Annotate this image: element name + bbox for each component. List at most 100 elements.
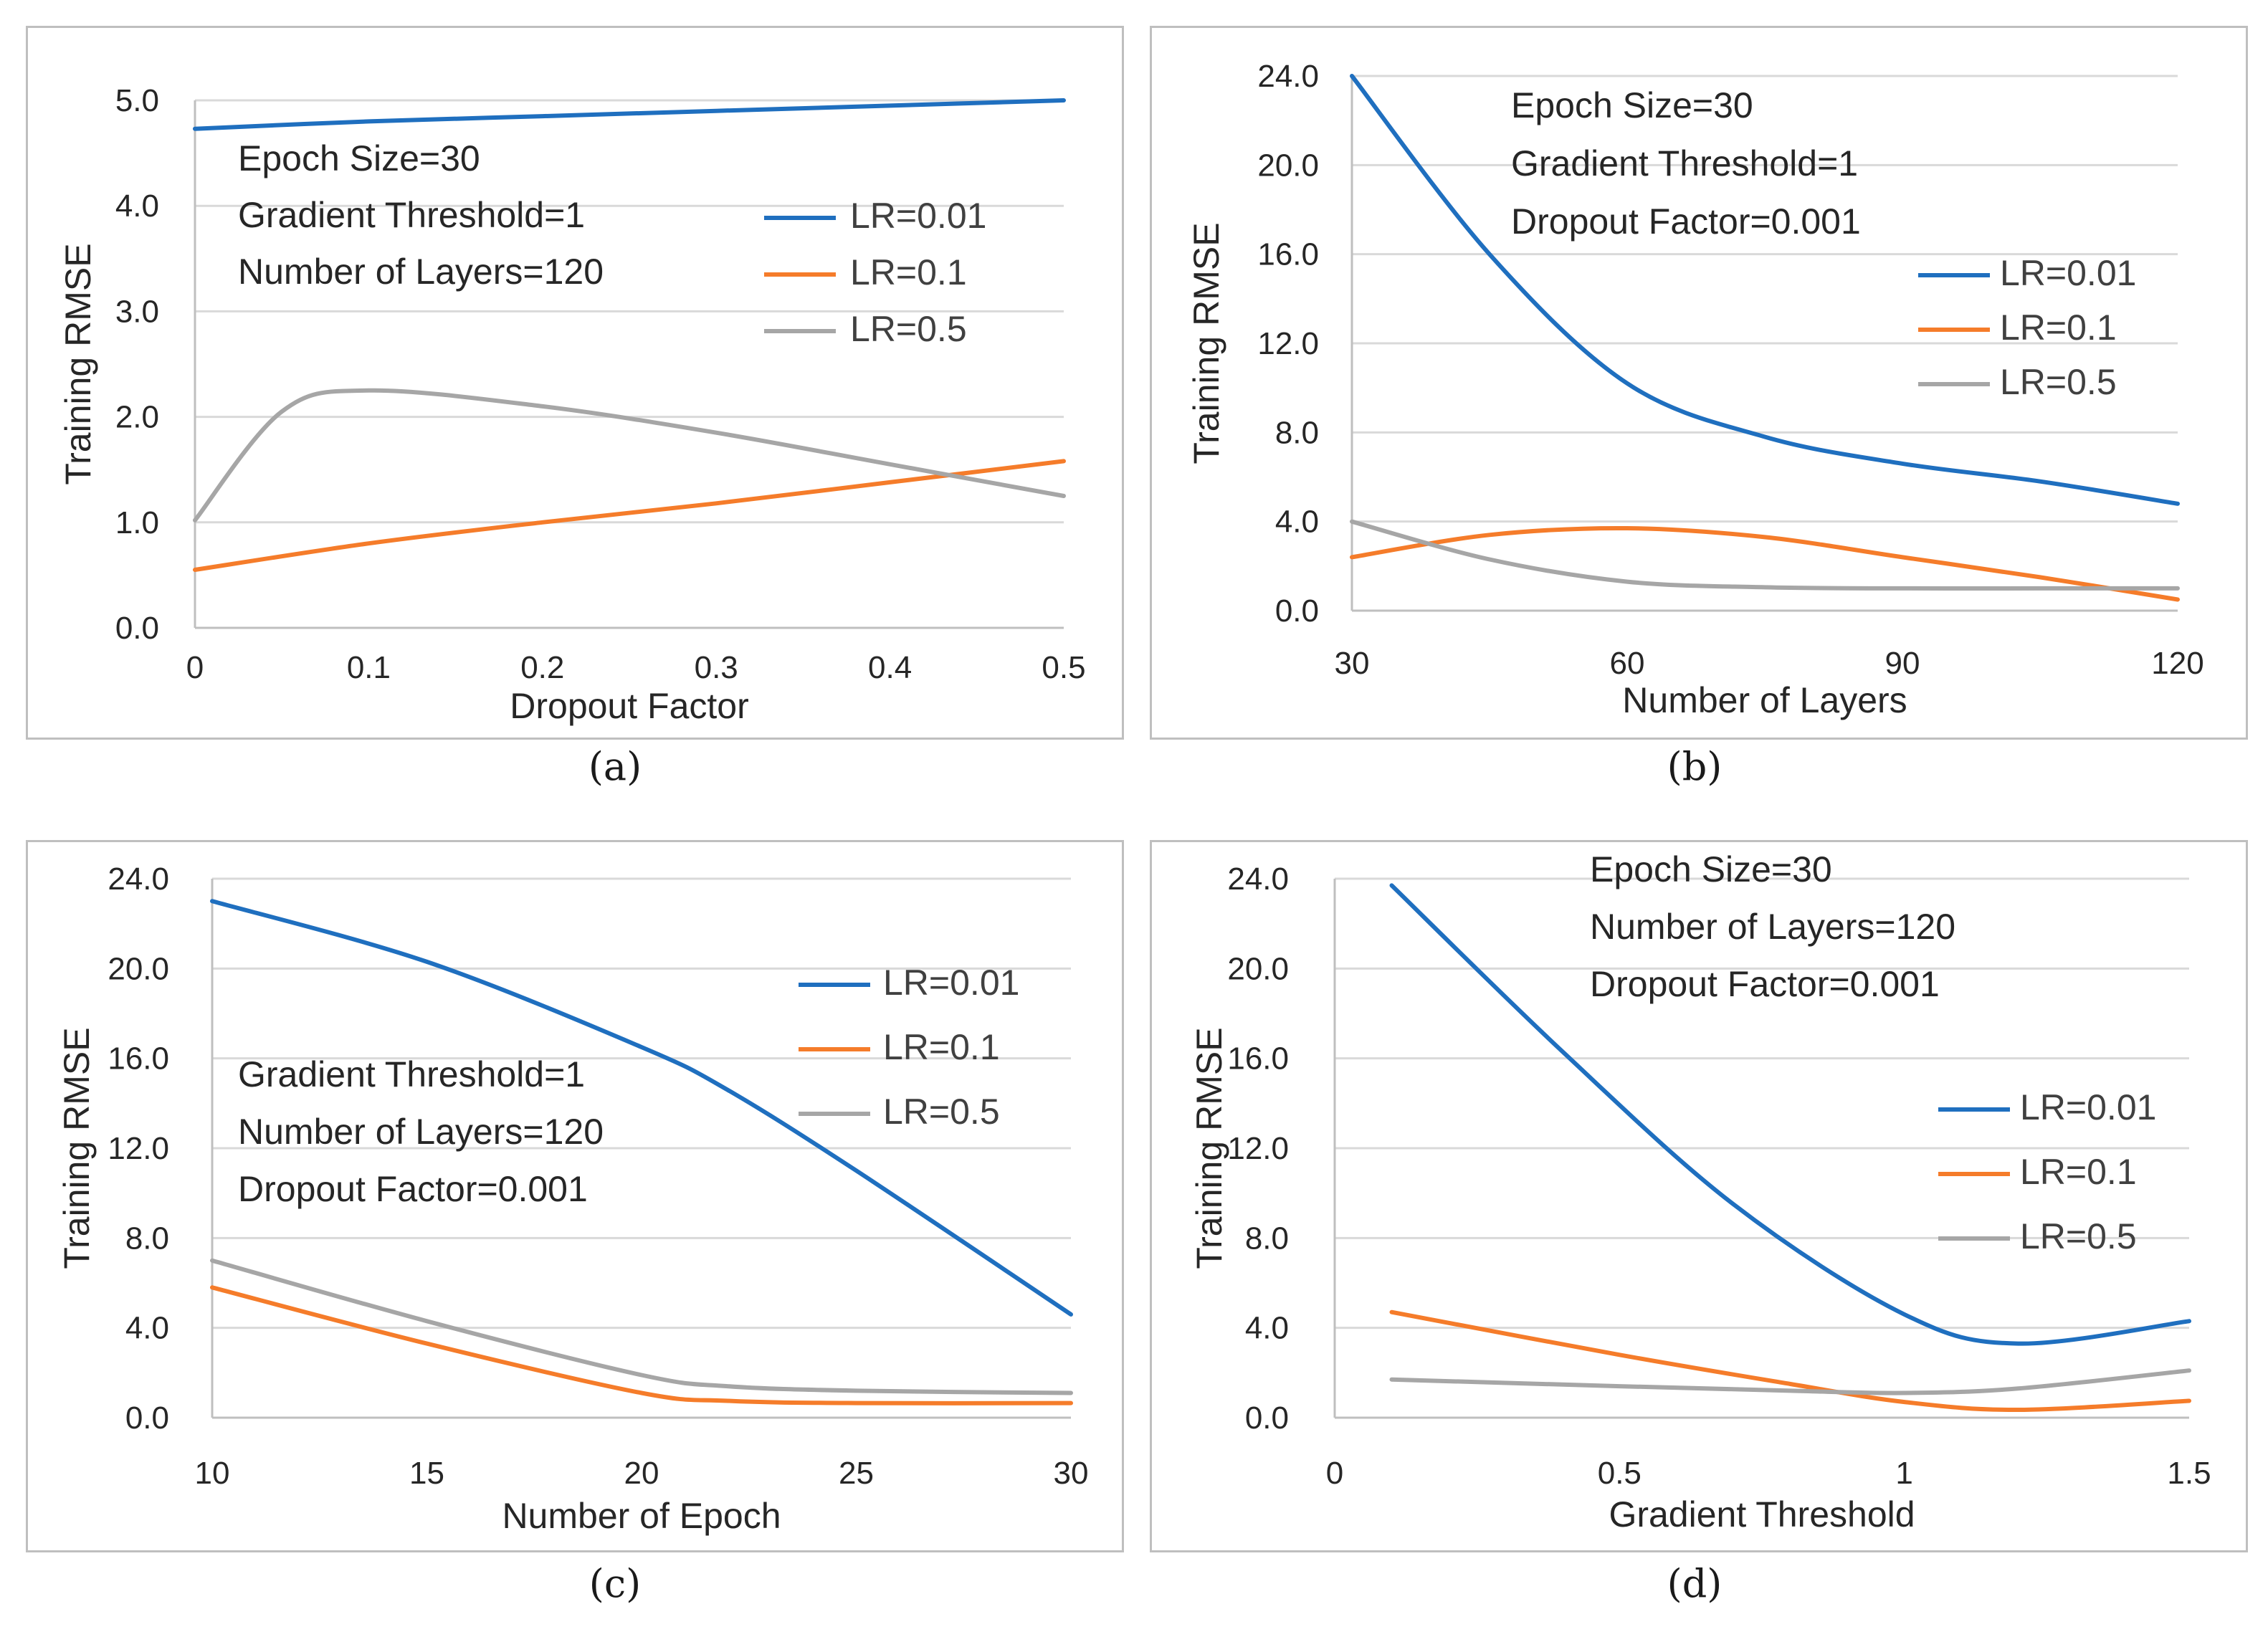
panel-b-x-tick-label: 60 — [1610, 646, 1645, 681]
panel-a-y-tick-label: 1.0 — [115, 505, 159, 540]
panel-c-x-tick-label: 15 — [409, 1456, 444, 1491]
panel-a-annotation: Gradient Threshold=1 — [238, 195, 585, 235]
panel-d-series-line-3 — [1389, 1368, 2191, 1395]
panel-b-legend-label: LR=0.01 — [2000, 253, 2136, 293]
chart-panel-b: 0.0 4.0 8.0 12.0 16.0 20.0 24.0 30 60 90 120 Number… — [1150, 26, 2248, 740]
panel-a-y-tick-label: 4.0 — [115, 188, 159, 224]
panel-a-x-tick-label: 0.1 — [347, 650, 391, 685]
panel-d-legend-label: LR=0.5 — [2020, 1216, 2137, 1256]
panel-a-annotation: Number of Layers=120 — [238, 252, 604, 292]
panel-caption-c: (c) — [589, 1561, 642, 1606]
panel-c-x-axis-label: Number of Epoch — [502, 1496, 781, 1536]
panel-b-y-tick-label: 12.0 — [1257, 326, 1319, 361]
panel-a-series-line-1 — [193, 98, 1066, 131]
panel-c-y-tick-label: 4.0 — [125, 1311, 169, 1346]
panel-c-legend-label: LR=0.1 — [883, 1027, 1000, 1067]
panel-d-y-tick-label: 8.0 — [1245, 1221, 1289, 1256]
panel-b-y-tick-label: 24.0 — [1257, 59, 1319, 94]
panel-d-x-tick-label: 1 — [1895, 1456, 1912, 1491]
panel-c-x-tick-label: 30 — [1054, 1456, 1089, 1491]
panel-d-annotation: Number of Layers=120 — [1590, 907, 1955, 947]
panel-b-x-axis-label: Number of Layers — [1622, 680, 1907, 720]
panel-b-legend-label: LR=0.1 — [2000, 307, 2117, 348]
panel-caption-d: (d) — [1667, 1561, 1723, 1606]
panel-d-y-tick-label: 16.0 — [1227, 1041, 1289, 1077]
panel-a-x-tick-label: 0.4 — [868, 650, 912, 685]
panel-b-annotation: Dropout Factor=0.001 — [1511, 201, 1861, 242]
panel-caption-a: (a) — [588, 744, 642, 789]
panel-c-y-tick-label: 16.0 — [108, 1041, 169, 1077]
chart-svg-b: 0.0 4.0 8.0 12.0 16.0 20.0 24.0 30 60 90 120 Number… — [1150, 26, 2248, 740]
panel-c-y-tick-label: 8.0 — [125, 1221, 169, 1256]
panel-c-y-axis-label: Training RMSE — [57, 1027, 97, 1269]
panel-c-series-line-2 — [210, 1285, 1073, 1405]
panel-b-series-line-2 — [1350, 525, 2180, 602]
panel-a-y-tick-label: 3.0 — [115, 294, 159, 329]
panel-a-legend-label: LR=0.01 — [850, 196, 986, 236]
panel-a-y-tick-label: 2.0 — [115, 400, 159, 435]
chart-svg-c: 0.0 4.0 8.0 12.0 16.0 20.0 24.0 10 15 20 25 30 Numbe… — [26, 840, 1124, 1552]
chart-svg-a: 0.0 1.0 2.0 3.0 4.0 5.0 0 0.1 0.2 0.3 0.4 0.5 Dropou… — [26, 26, 1124, 740]
panel-b-x-tick-label: 30 — [1335, 646, 1370, 681]
panel-b-series-line-3 — [1350, 519, 2180, 591]
panel-d-legend-label: LR=0.01 — [2020, 1087, 2156, 1127]
panel-d-y-tick-label: 4.0 — [1245, 1311, 1289, 1346]
chart-panel-d: 0.0 4.0 8.0 12.0 16.0 20.0 24.0 0 0.5 1 1.5 Gradien… — [1150, 840, 2248, 1552]
panel-a-legend-label: LR=0.5 — [850, 309, 967, 349]
panel-c-annotation: Number of Layers=120 — [238, 1112, 604, 1152]
panel-c-legend-label: LR=0.5 — [883, 1092, 1000, 1132]
panel-b-x-tick-label: 120 — [2151, 646, 2203, 681]
panel-a-x-tick-label: 0.3 — [695, 650, 738, 685]
panel-b-y-tick-label: 4.0 — [1275, 505, 1319, 540]
panel-c-y-tick-label: 20.0 — [108, 951, 169, 986]
panel-c-legend-label: LR=0.01 — [883, 963, 1019, 1003]
panel-d-annotation: Epoch Size=30 — [1590, 849, 1832, 889]
panel-d-annotation: Dropout Factor=0.001 — [1590, 964, 1940, 1004]
panel-d-y-tick-label: 20.0 — [1227, 951, 1289, 986]
panel-b-annotation: Epoch Size=30 — [1511, 85, 1753, 125]
panel-c-x-tick-label: 10 — [195, 1456, 230, 1491]
panel-b-y-tick-label: 16.0 — [1257, 237, 1319, 272]
panel-d-y-tick-label: 24.0 — [1227, 862, 1289, 897]
panel-c-y-tick-label: 24.0 — [108, 862, 169, 897]
panel-d-x-tick-label: 0.5 — [1598, 1456, 1642, 1491]
chart-panel-a: 0.0 1.0 2.0 3.0 4.0 5.0 0 0.1 0.2 0.3 0.4 0.5 Dropou… — [26, 26, 1124, 740]
chart-svg-d: 0.0 4.0 8.0 12.0 16.0 20.0 24.0 0 0.5 1 1.5 Gradien… — [1150, 840, 2248, 1552]
panel-b-series-line-1 — [1350, 74, 2180, 506]
panel-a-y-axis-label: Training RMSE — [58, 243, 98, 485]
panel-c-frame — [26, 840, 1124, 1552]
panel-a-series-line-2 — [193, 459, 1066, 572]
panel-a-x-axis-label: Dropout Factor — [510, 686, 748, 726]
panel-d-y-tick-label: 12.0 — [1227, 1131, 1289, 1166]
panel-d-y-tick-label: 0.0 — [1245, 1400, 1289, 1436]
panel-b-y-tick-label: 0.0 — [1275, 593, 1319, 629]
panel-a-x-tick-label: 0.2 — [520, 650, 564, 685]
panel-a-annotation: Epoch Size=30 — [238, 138, 480, 178]
panel-c-series-line-3 — [210, 1258, 1073, 1395]
panel-d-x-tick-label: 1.5 — [2167, 1456, 2211, 1491]
panel-a-x-tick-label: 0.5 — [1042, 650, 1085, 685]
panel-b-legend-label: LR=0.5 — [2000, 362, 2117, 402]
panel-caption-b: (b) — [1667, 744, 1723, 789]
panel-d-x-tick-label: 0 — [1326, 1456, 1343, 1491]
panel-c-annotation: Gradient Threshold=1 — [238, 1054, 585, 1094]
panel-a-x-tick-label: 0 — [186, 650, 204, 685]
panel-b-y-tick-label: 8.0 — [1275, 415, 1319, 450]
chart-panel-c: 0.0 4.0 8.0 12.0 16.0 20.0 24.0 10 15 20 25 30 Numbe… — [26, 840, 1124, 1552]
panel-d-frame — [1150, 840, 2248, 1552]
panel-d-series-line-1 — [1389, 883, 2191, 1346]
panel-a-y-tick-label: 5.0 — [115, 83, 159, 118]
panel-a-frame — [26, 26, 1124, 740]
panel-d-x-axis-label: Gradient Threshold — [1609, 1494, 1915, 1535]
panel-c-y-tick-label: 12.0 — [108, 1131, 169, 1166]
panel-c-x-tick-label: 25 — [839, 1456, 874, 1491]
panel-a-legend-label: LR=0.1 — [850, 252, 967, 292]
panel-a-series-line-3 — [193, 388, 1066, 522]
panel-c-annotation: Dropout Factor=0.001 — [238, 1169, 588, 1209]
panel-b-y-tick-label: 20.0 — [1257, 148, 1319, 183]
panel-d-legend-label: LR=0.1 — [2020, 1152, 2137, 1192]
panel-b-annotation: Gradient Threshold=1 — [1511, 143, 1858, 183]
panel-b-x-tick-label: 90 — [1885, 646, 1920, 681]
panel-b-y-axis-label: Training RMSE — [1186, 222, 1226, 464]
panel-c-series-line-1 — [210, 899, 1073, 1317]
